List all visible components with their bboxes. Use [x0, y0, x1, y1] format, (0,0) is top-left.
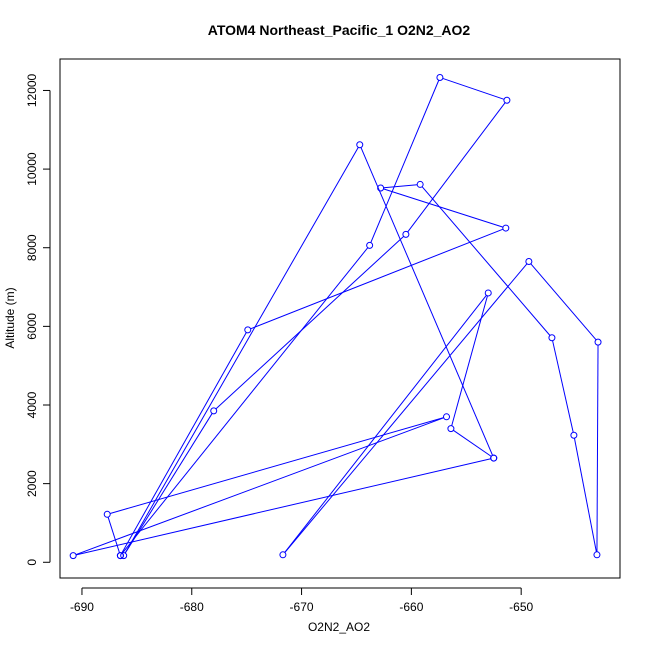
- data-point: [593, 551, 601, 559]
- series-segment: [453, 429, 492, 457]
- data-point: [570, 431, 578, 439]
- series-segment: [284, 294, 487, 553]
- series-segment: [442, 77, 505, 100]
- series-segment: [407, 102, 506, 233]
- x-axis: -690 -680 -670 -660 -650: [70, 587, 534, 614]
- data-point: [503, 96, 511, 104]
- x-axis-label: O2N2_AO2: [308, 620, 370, 634]
- data-point: [120, 552, 128, 560]
- series-segment: [552, 340, 574, 433]
- data-point: [366, 241, 374, 249]
- x-tick-label: -690: [70, 600, 94, 614]
- series-segment: [284, 263, 528, 553]
- y-tick-label: 2000: [25, 470, 39, 497]
- series-segment: [75, 458, 491, 556]
- data-point: [69, 552, 77, 560]
- data-point: [548, 334, 556, 342]
- series-segment: [530, 263, 597, 341]
- data-point: [103, 510, 111, 518]
- chart-title: ATOM4 Northeast_Pacific_1 O2N2_AO2: [208, 22, 471, 38]
- data-point: [443, 413, 451, 421]
- series-segment: [107, 517, 120, 553]
- x-tick-label: -670: [290, 600, 314, 614]
- series-segment: [383, 184, 418, 189]
- data-point: [502, 224, 510, 232]
- y-tick-label: 6000: [25, 313, 39, 340]
- y-tick-label: 0: [25, 559, 39, 566]
- data-point: [490, 454, 498, 462]
- data-point: [416, 180, 424, 188]
- data-point: [484, 289, 492, 297]
- series-segment: [121, 247, 369, 554]
- series-segment: [573, 438, 597, 552]
- data-point: [377, 184, 385, 192]
- x-tick-label: -650: [509, 600, 533, 614]
- data-point: [244, 326, 252, 334]
- data-point: [402, 230, 410, 238]
- plot-frame: [59, 58, 621, 579]
- series-segment: [75, 417, 444, 556]
- y-axis-label: Altitude (m): [3, 287, 17, 348]
- series-segment: [215, 236, 405, 410]
- series-segment: [383, 188, 504, 228]
- data-point: [594, 338, 602, 346]
- series-segment: [124, 147, 359, 554]
- series-segment: [370, 80, 440, 243]
- data-point: [279, 551, 287, 559]
- series-segment: [109, 417, 444, 514]
- series-segment: [121, 332, 247, 554]
- data-point: [447, 425, 455, 433]
- series-segment: [360, 147, 494, 456]
- data-point: [356, 141, 364, 149]
- series-segment: [451, 295, 488, 426]
- series-segment: [596, 345, 599, 552]
- series-segment: [421, 186, 551, 336]
- series-segment: [250, 228, 504, 330]
- x-tick-label: -660: [399, 600, 423, 614]
- data-point: [116, 552, 124, 560]
- y-tick-label: 12000: [25, 73, 39, 107]
- plot-area: [69, 73, 602, 560]
- y-tick-label: 10000: [25, 152, 39, 186]
- data-point: [525, 257, 533, 265]
- data-point: [436, 73, 444, 81]
- series-segment: [124, 413, 213, 554]
- y-tick-label: 8000: [25, 234, 39, 261]
- x-tick-label: -680: [180, 600, 204, 614]
- y-tick-label: 4000: [25, 391, 39, 418]
- data-point: [210, 407, 218, 415]
- y-axis: 0 2000 4000 6000 8000 10000 12000: [25, 73, 51, 566]
